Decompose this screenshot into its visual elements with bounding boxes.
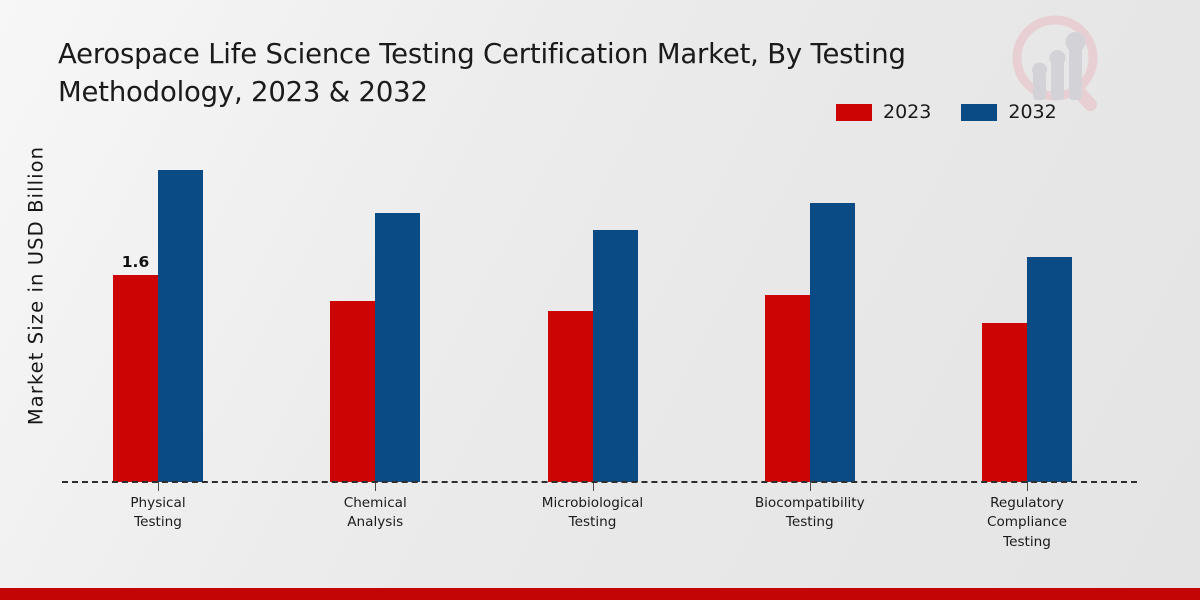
bar-value-label: 1.6 bbox=[121, 253, 150, 272]
bar-chart-glyph-icon bbox=[1032, 32, 1086, 100]
plot-area: 1.6 Physical Testing Chemical Analysis bbox=[62, 120, 1137, 550]
bar-group: 1.6 Physical Testing bbox=[113, 120, 203, 530]
x-axis-tick bbox=[158, 482, 159, 491]
legend-label-2023: 2023 bbox=[883, 101, 932, 123]
bottom-brand-band bbox=[0, 588, 1200, 600]
chart-legend: 2023 2032 bbox=[836, 101, 1057, 123]
x-axis-category-label: Biocompatibility Testing bbox=[754, 495, 865, 531]
legend-label-2032: 2032 bbox=[1008, 101, 1057, 123]
bar-2032[interactable] bbox=[592, 229, 638, 482]
bar-2032[interactable] bbox=[1027, 257, 1072, 482]
bar-group: Chemical Analysis bbox=[330, 120, 421, 530]
legend-swatch-2032 bbox=[961, 103, 998, 121]
bar-2023[interactable] bbox=[982, 322, 1027, 482]
bar-2032[interactable] bbox=[158, 170, 203, 482]
x-axis-category-label: Chemical Analysis bbox=[343, 495, 407, 531]
x-axis-tick bbox=[592, 482, 594, 491]
bar-2032[interactable] bbox=[375, 213, 421, 482]
bar-2023[interactable] bbox=[330, 301, 376, 482]
bar-group: Regulatory Compliance Testing bbox=[982, 120, 1072, 550]
y-axis-title: Market Size in USD Billion bbox=[24, 145, 48, 426]
x-axis-category-label: Regulatory Compliance Testing bbox=[986, 495, 1068, 550]
x-axis-tick bbox=[809, 482, 811, 491]
bar-group: Microbiological Testing bbox=[542, 120, 643, 530]
chart-title: Aerospace Life Science Testing Certifica… bbox=[58, 38, 906, 108]
legend-swatch-2023 bbox=[836, 103, 872, 121]
legend-item-2032[interactable]: 2032 bbox=[961, 101, 1057, 123]
magnifier-ring-icon bbox=[1012, 15, 1098, 111]
x-axis-tick bbox=[1027, 482, 1028, 491]
x-axis-baseline bbox=[62, 481, 1137, 483]
bar-2023[interactable] bbox=[547, 311, 593, 482]
x-axis-category-label: Physical Testing bbox=[130, 495, 186, 531]
x-axis-category-label: Microbiological Testing bbox=[541, 495, 644, 531]
bar-group: Biocompatibility Testing bbox=[755, 120, 865, 530]
x-axis-tick bbox=[375, 482, 377, 491]
legend-item-2023[interactable]: 2023 bbox=[836, 101, 931, 123]
bar-2032[interactable] bbox=[809, 202, 855, 482]
bar-2023[interactable] bbox=[764, 294, 810, 482]
bar-2023[interactable]: 1.6 bbox=[113, 253, 158, 482]
